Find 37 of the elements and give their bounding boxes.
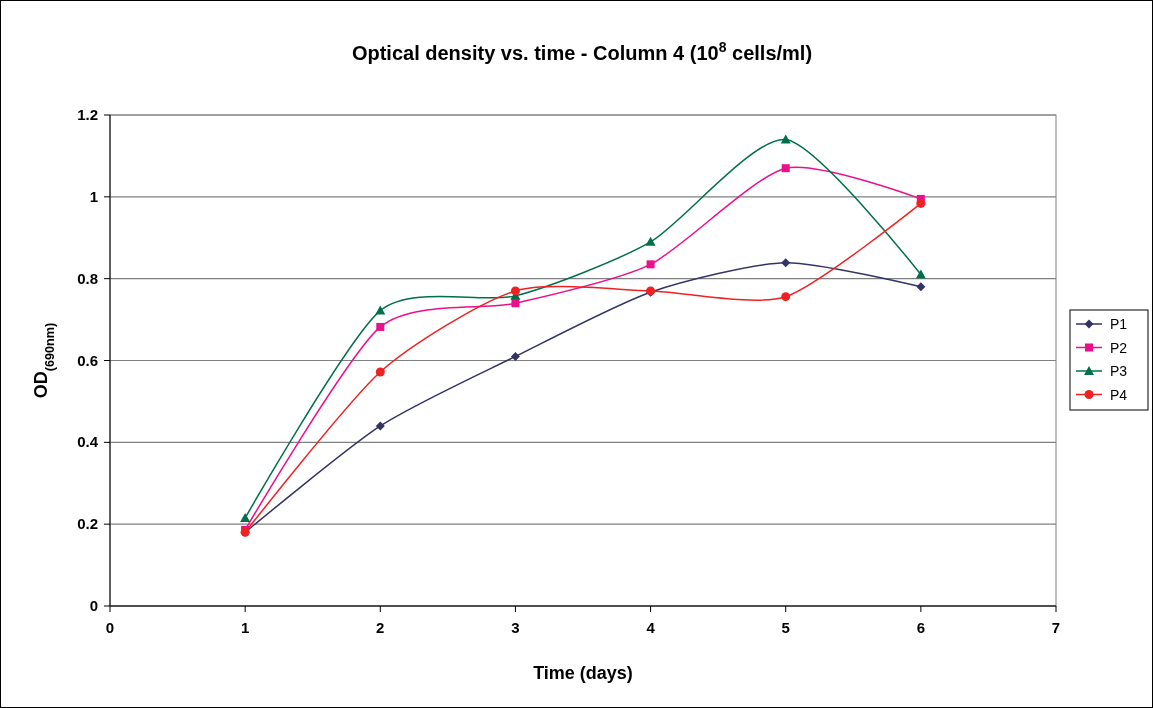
y-tick-label: 0.2 xyxy=(77,515,98,533)
legend-label: P3 xyxy=(1110,363,1128,379)
point xyxy=(240,513,251,523)
x-tick-label: 2 xyxy=(376,619,385,636)
point xyxy=(781,292,791,302)
point xyxy=(376,322,385,331)
point xyxy=(916,282,926,292)
y-tick-label: 0.8 xyxy=(77,269,98,287)
x-tick-label: 7 xyxy=(1051,619,1061,636)
y-tick-label: 0 xyxy=(89,597,98,614)
point xyxy=(510,286,520,296)
x-tick-label: 6 xyxy=(916,619,926,636)
point xyxy=(915,269,926,279)
point xyxy=(916,198,926,208)
y-tick-label: 0.6 xyxy=(77,351,98,369)
point xyxy=(375,305,386,315)
x-tick-label: 1 xyxy=(240,619,250,636)
point xyxy=(510,351,520,361)
point xyxy=(375,367,385,377)
x-axis-title: Time (days) xyxy=(533,663,633,683)
point xyxy=(780,134,791,144)
point xyxy=(646,260,655,269)
x-tick-label: 4 xyxy=(646,619,656,636)
chart-title: Optical density vs. time - Column 4 (10$^{8}$ cells/ml) xyxy=(351,39,813,64)
legend-label: P4 xyxy=(1110,386,1128,403)
y-tick-label: 1.2 xyxy=(77,106,98,123)
x-tick-label: 0 xyxy=(105,619,115,636)
x-tick-label: 3 xyxy=(511,619,520,636)
point xyxy=(375,421,385,431)
point xyxy=(645,236,656,246)
legend-label: P1 xyxy=(1110,316,1128,332)
y-tick-label: 0.4 xyxy=(77,433,99,451)
legend-label: P2 xyxy=(1110,339,1128,356)
y-tick-label: 1 xyxy=(89,187,98,205)
point xyxy=(781,164,790,173)
x-tick-label: 5 xyxy=(781,619,790,636)
point xyxy=(781,258,791,268)
